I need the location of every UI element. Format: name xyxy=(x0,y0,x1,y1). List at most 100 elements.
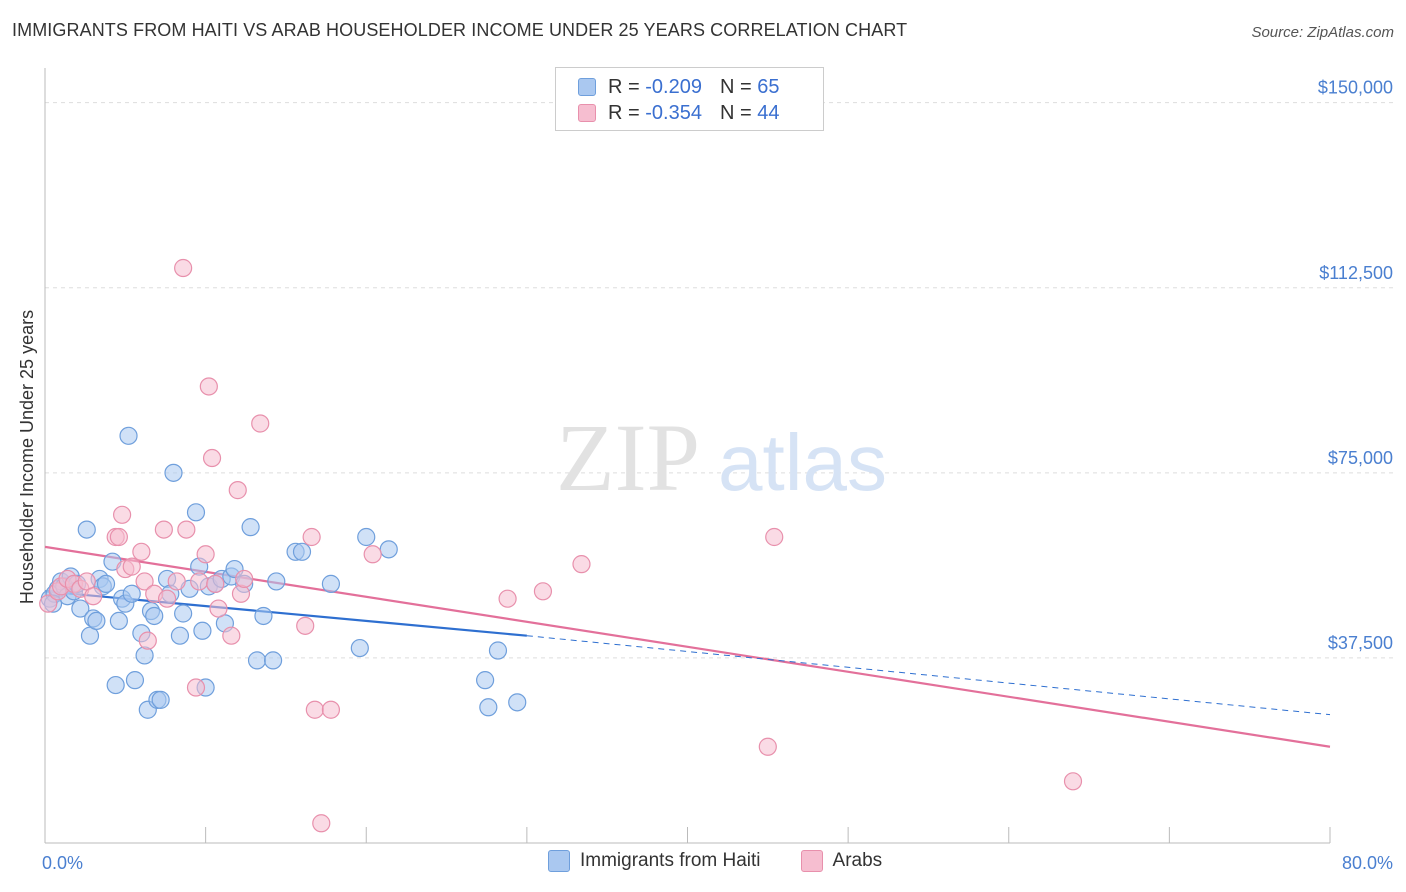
legend-swatch-haiti xyxy=(578,78,596,96)
series-haiti xyxy=(40,426,527,719)
point-arabs xyxy=(305,700,324,719)
legend-n-label: N = xyxy=(719,101,752,124)
point-arabs xyxy=(190,572,209,591)
point-haiti xyxy=(254,606,273,626)
point-haiti xyxy=(164,463,183,482)
series-legend-arabs[interactable]: Arabs xyxy=(800,850,883,872)
point-haiti xyxy=(106,675,125,695)
correlation-legend: R = -0.209 N = 65 R = -0.354 N = 44 xyxy=(555,67,824,131)
point-arabs xyxy=(765,527,784,547)
series-swatch-haiti xyxy=(548,850,570,872)
series-label-haiti: Immigrants from Haiti xyxy=(580,850,761,871)
point-haiti xyxy=(193,621,212,640)
watermark: ZIP atlas xyxy=(556,404,887,511)
point-arabs xyxy=(363,545,382,564)
legend-n-label: N = xyxy=(719,75,752,98)
legend-r-label: R = xyxy=(608,101,640,124)
legend-r-label: R = xyxy=(608,75,640,98)
point-haiti xyxy=(125,671,145,690)
point-haiti xyxy=(488,641,508,660)
point-haiti xyxy=(263,651,283,670)
point-arabs xyxy=(177,520,196,539)
y-tick-labels: $37,500 $75,000 $112,500 $150,000 xyxy=(1318,78,1393,653)
series-label-arabs: Arabs xyxy=(832,850,883,871)
point-arabs xyxy=(132,542,151,561)
x-tick-min: 0.0% xyxy=(42,853,83,873)
point-arabs xyxy=(122,557,141,576)
point-haiti xyxy=(379,540,398,559)
point-haiti xyxy=(508,693,527,712)
point-arabs xyxy=(84,587,103,606)
point-haiti xyxy=(170,626,190,645)
point-arabs xyxy=(572,555,591,574)
y-tick-label: $150,000 xyxy=(1318,78,1393,98)
point-haiti xyxy=(77,520,96,539)
point-arabs xyxy=(251,414,270,433)
point-arabs xyxy=(199,377,218,396)
point-haiti xyxy=(119,426,138,445)
point-arabs xyxy=(186,678,206,697)
y-tick-label: $112,500 xyxy=(1319,263,1393,283)
watermark-atlas: atlas xyxy=(718,418,887,507)
x-tick-max: 80.0% xyxy=(1342,853,1393,873)
point-haiti xyxy=(109,611,128,631)
point-arabs xyxy=(498,589,517,608)
point-arabs xyxy=(231,584,251,603)
point-arabs xyxy=(302,527,321,547)
point-arabs xyxy=(109,527,128,547)
watermark-zip: ZIP xyxy=(556,404,700,511)
point-arabs xyxy=(112,505,132,524)
point-arabs xyxy=(209,599,228,618)
point-haiti xyxy=(145,606,164,626)
series-arabs xyxy=(39,258,1083,833)
point-haiti xyxy=(122,584,141,603)
point-haiti xyxy=(321,574,341,593)
series-legend: Immigrants from Haiti Arabs xyxy=(548,850,922,872)
point-arabs xyxy=(533,582,553,601)
point-haiti xyxy=(479,698,498,717)
point-haiti xyxy=(357,527,376,547)
point-haiti xyxy=(241,518,260,537)
point-arabs xyxy=(758,737,777,756)
point-arabs xyxy=(154,520,173,539)
legend-r-value: -0.354 xyxy=(645,101,702,124)
point-haiti xyxy=(267,572,286,591)
point-haiti xyxy=(247,651,267,670)
point-arabs xyxy=(202,448,222,468)
point-haiti xyxy=(135,646,154,665)
legend-n-value: 65 xyxy=(757,75,780,98)
point-haiti xyxy=(71,599,90,618)
point-arabs xyxy=(39,594,58,613)
point-arabs xyxy=(174,258,193,278)
point-haiti xyxy=(292,542,312,561)
point-haiti xyxy=(96,574,116,593)
trendline-arabs xyxy=(44,545,1331,748)
legend-swatch-arabs xyxy=(578,104,596,122)
point-haiti xyxy=(350,638,369,658)
point-arabs xyxy=(235,569,254,589)
point-arabs xyxy=(222,626,241,645)
legend-r-value: -0.209 xyxy=(645,75,702,98)
point-arabs xyxy=(1063,772,1083,791)
point-arabs xyxy=(321,700,341,719)
legend-row-arabs: R = -0.354 N = 44 xyxy=(578,100,779,126)
source-label: Source: ZipAtlas.com xyxy=(1251,24,1394,41)
series-legend-haiti[interactable]: Immigrants from Haiti xyxy=(548,850,761,872)
point-arabs xyxy=(157,589,177,608)
point-arabs xyxy=(228,481,247,500)
y-axis-label: Householder Income Under 25 years xyxy=(17,310,37,604)
point-haiti xyxy=(476,671,495,690)
chart-title: IMMIGRANTS FROM HAITI VS ARAB HOUSEHOLDE… xyxy=(12,20,908,40)
point-arabs xyxy=(167,572,186,591)
legend-row-haiti: R = -0.209 N = 65 xyxy=(578,74,779,100)
axis-ticks xyxy=(44,827,1331,843)
y-tick-label: $75,000 xyxy=(1328,448,1393,468)
point-arabs xyxy=(206,574,225,593)
point-arabs xyxy=(138,631,157,650)
point-haiti xyxy=(186,503,206,522)
series-swatch-arabs xyxy=(800,850,823,872)
point-arabs xyxy=(135,572,154,591)
point-arabs xyxy=(312,814,331,833)
point-arabs xyxy=(296,616,315,635)
